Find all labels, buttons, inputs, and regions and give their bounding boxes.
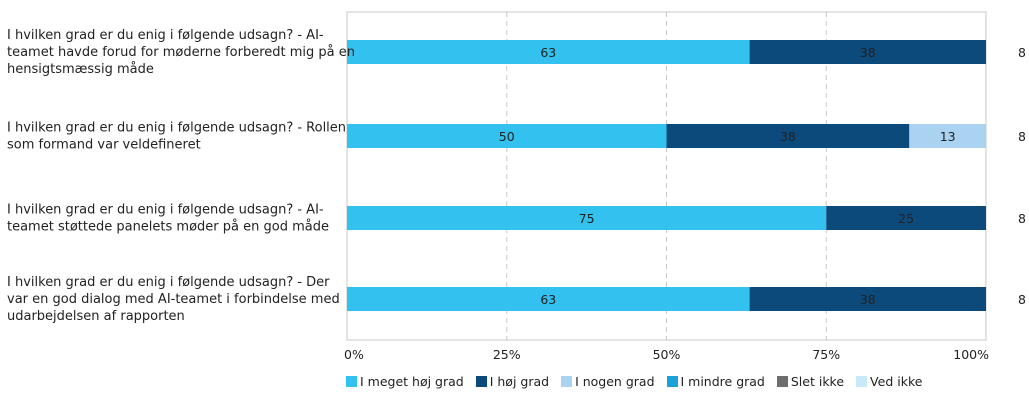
legend-item: Slet ikke [776, 374, 845, 389]
data-label: 75 [579, 211, 595, 226]
n-value: 8 [1018, 45, 1026, 60]
x-tick-label: 75% [812, 347, 840, 362]
category-label: var en god dialog med AI-teamet i forbin… [7, 292, 340, 307]
legend-item: I meget høj grad [346, 374, 464, 389]
legend-swatch [346, 376, 357, 387]
category-label: I hvilken grad er du enig i følgende uds… [7, 121, 346, 136]
legend-label: I mindre grad [680, 374, 765, 389]
bar-segment [347, 124, 667, 148]
bar-segment [666, 124, 910, 148]
n-value: 8 [1018, 292, 1026, 307]
legend-swatch [475, 376, 487, 387]
category-label: teamet havde forud for møderne forberedt… [7, 45, 355, 60]
category-label: teamet støttede panelets møder på en god… [7, 220, 329, 235]
x-tick-label: 25% [493, 347, 521, 362]
category-label: udarbejdelsen af rapporten [7, 309, 185, 324]
bar-segment [909, 124, 986, 148]
bar-segment [749, 287, 986, 311]
legend-swatch [856, 376, 868, 387]
n-value: 8 [1018, 129, 1026, 144]
legend-label: I meget høj grad [360, 374, 464, 389]
legend: I meget høj grad I høj grad I nogen grad I … [346, 374, 922, 389]
legend-label: Ved ikke [870, 374, 923, 389]
legend-swatch [776, 376, 788, 387]
legend-item: I nogen grad [561, 374, 655, 389]
bar-segment [347, 40, 750, 64]
data-label: 38 [780, 129, 796, 144]
legend-swatch [561, 376, 573, 387]
data-label: 25 [898, 211, 914, 226]
legend-label: Slet ikke [790, 374, 845, 389]
bar-segment [347, 206, 827, 230]
category-label: hensigtsmæssig måde [7, 62, 154, 77]
data-label: 63 [540, 45, 556, 60]
x-tick-label: 50% [653, 347, 681, 362]
bar-segment [347, 287, 750, 311]
legend-item: I mindre grad [666, 374, 765, 389]
bar-segment [826, 206, 986, 230]
legend-item: Ved ikke [856, 374, 922, 389]
legend-item: I høj grad [475, 374, 550, 389]
x-tick-label: 100% [953, 347, 989, 362]
data-label: 38 [860, 45, 876, 60]
legend-swatch [666, 376, 678, 387]
x-tick-label: 0% [344, 347, 364, 362]
category-label: I hvilken grad er du enig i følgende uds… [7, 275, 330, 290]
data-label: 50 [499, 129, 515, 144]
legend-label: I høj grad [489, 374, 550, 389]
category-label: I hvilken grad er du enig i følgende uds… [7, 28, 324, 43]
n-value: 8 [1018, 211, 1026, 226]
legend-label: I nogen grad [575, 374, 655, 389]
bar-segment [749, 40, 986, 64]
data-label: 63 [540, 292, 556, 307]
data-label: 38 [860, 292, 876, 307]
category-label: I hvilken grad er du enig i følgende uds… [7, 203, 324, 218]
category-label: som formand var veldefineret [7, 138, 201, 153]
data-label: 13 [940, 129, 956, 144]
